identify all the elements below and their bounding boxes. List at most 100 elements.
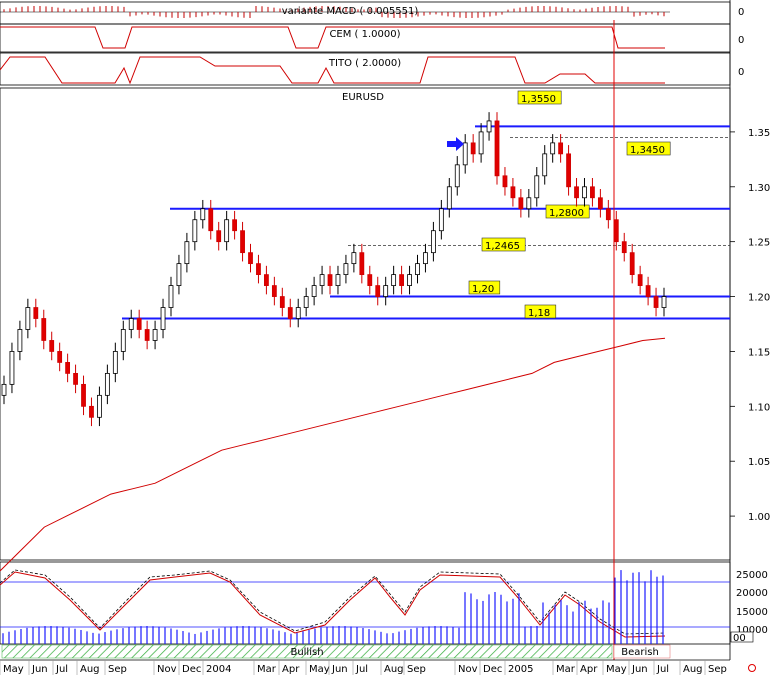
candle-body <box>566 153 571 188</box>
volume-tick-label: 20000 <box>736 588 768 599</box>
y-tick-label: 1.20 <box>748 293 770 304</box>
candle-body <box>629 252 635 276</box>
candle-body <box>81 383 86 407</box>
candle-body <box>582 186 587 199</box>
levels-layer: 1,3550 1,3450 1,2800 1,2465 1,20 1,18 <box>122 90 730 320</box>
x-tick-label: May <box>3 664 24 675</box>
candle-body <box>295 307 301 319</box>
x-tick-label: Mar <box>556 664 576 675</box>
x-tick-label: Dec <box>182 664 201 675</box>
candle-body <box>438 208 444 232</box>
candle-body <box>526 197 532 210</box>
candle-body <box>375 285 381 297</box>
candle-body <box>144 329 150 341</box>
cem-zero-label: 0 <box>738 35 744 46</box>
candle-body <box>303 296 309 308</box>
x-tick-label: Jun <box>31 664 48 675</box>
x-tick-label: Nov <box>458 664 478 675</box>
level-label-box <box>524 304 557 319</box>
candle-body <box>17 329 23 352</box>
candle-body <box>542 153 548 177</box>
level-label: 1,3450 <box>630 145 665 156</box>
oscillator-signal-line <box>0 569 666 635</box>
blue-arrow-icon <box>447 137 464 151</box>
candle-body <box>502 175 508 188</box>
candle-body <box>319 274 325 286</box>
level-label: 1,20 <box>472 284 494 295</box>
x-tick-label: May <box>606 664 627 675</box>
oscillator-panel <box>0 569 730 638</box>
x-tick-label: Jun <box>331 664 348 675</box>
tito-panel-title: TITO ( 2.0000) <box>328 58 401 69</box>
x-tick-label: Jul <box>55 664 68 675</box>
candle-body <box>65 362 71 374</box>
candle-body <box>574 186 579 199</box>
candle-body <box>661 296 667 308</box>
candle-body <box>33 307 39 319</box>
candle-body <box>240 230 245 254</box>
x-tick-label: Aug <box>384 664 404 675</box>
macd-panel <box>0 6 670 18</box>
candle-body <box>613 219 619 243</box>
x-tick-label: 2004 <box>206 664 231 675</box>
y-tick-label: 1.25 <box>748 238 770 249</box>
x-tick-label: Jul <box>355 664 368 675</box>
candle-body <box>351 252 357 265</box>
candle-body <box>128 318 134 330</box>
volume-value-box <box>730 631 754 643</box>
candle-body <box>112 351 118 374</box>
x-axis: May Jun Jul Aug Sep Nov Dec 2004 Mar Apr May Jun Jul… <box>0 659 730 675</box>
bullish-label: Bullish <box>290 647 323 658</box>
volume-tick-label: 25000 <box>736 570 768 581</box>
candle-body <box>9 351 15 385</box>
candle-body <box>343 263 349 276</box>
candle-body <box>327 274 333 286</box>
y-tick-label: 1.15 <box>748 347 770 358</box>
candle-body <box>25 307 31 330</box>
x-tick-label: Sep <box>407 664 426 675</box>
candle-body <box>104 372 110 396</box>
y-axis: 1.35 1.30 1.25 1.20 1.15 1.10 1.05 1.00 <box>730 128 770 523</box>
bearish-label: Bearish <box>621 647 659 658</box>
x-tick-label: Apr <box>580 664 598 675</box>
x-tick-label: May <box>309 664 330 675</box>
bullish-band <box>1 644 613 659</box>
tito-line <box>0 56 665 85</box>
candle-body <box>256 263 261 276</box>
candle-body <box>621 241 627 254</box>
tito-zero-label: 0 <box>738 67 744 78</box>
x-tick-label: Dec <box>483 664 502 675</box>
candle-body <box>415 263 420 276</box>
candles-layer <box>1 112 667 427</box>
candle-body <box>271 285 277 297</box>
candle-body <box>176 263 182 286</box>
candle-body <box>160 307 166 330</box>
x-tick-label: Sep <box>108 664 127 675</box>
cem-panel <box>0 26 665 49</box>
level-label: 1,2800 <box>549 208 584 219</box>
candle-body <box>248 252 253 265</box>
level-label: 1,2465 <box>485 241 520 252</box>
volume-tick-label: 15000 <box>736 607 768 618</box>
x-tick-label: Jun <box>631 664 648 675</box>
x-tick-label: Mar <box>257 664 277 675</box>
y-tick-label: 1.35 <box>748 128 770 139</box>
level-label: 1,3550 <box>521 94 556 105</box>
candle-body <box>558 142 564 155</box>
cem-line <box>0 26 665 49</box>
candle-body <box>359 252 365 276</box>
candle-body <box>216 230 222 243</box>
candle-body <box>264 274 269 286</box>
candle-body <box>486 120 492 133</box>
volume-tick-label: 10000 <box>736 625 768 636</box>
level-label-box <box>545 204 590 219</box>
settings-icon[interactable] <box>748 664 756 672</box>
x-tick-label: Sep <box>708 664 727 675</box>
volume-panel <box>2 570 664 644</box>
candle-body <box>637 274 643 286</box>
level-label-box <box>626 141 671 156</box>
candle-body <box>391 274 397 286</box>
x-tick-label: 2005 <box>508 664 533 675</box>
candle-body <box>653 296 659 308</box>
